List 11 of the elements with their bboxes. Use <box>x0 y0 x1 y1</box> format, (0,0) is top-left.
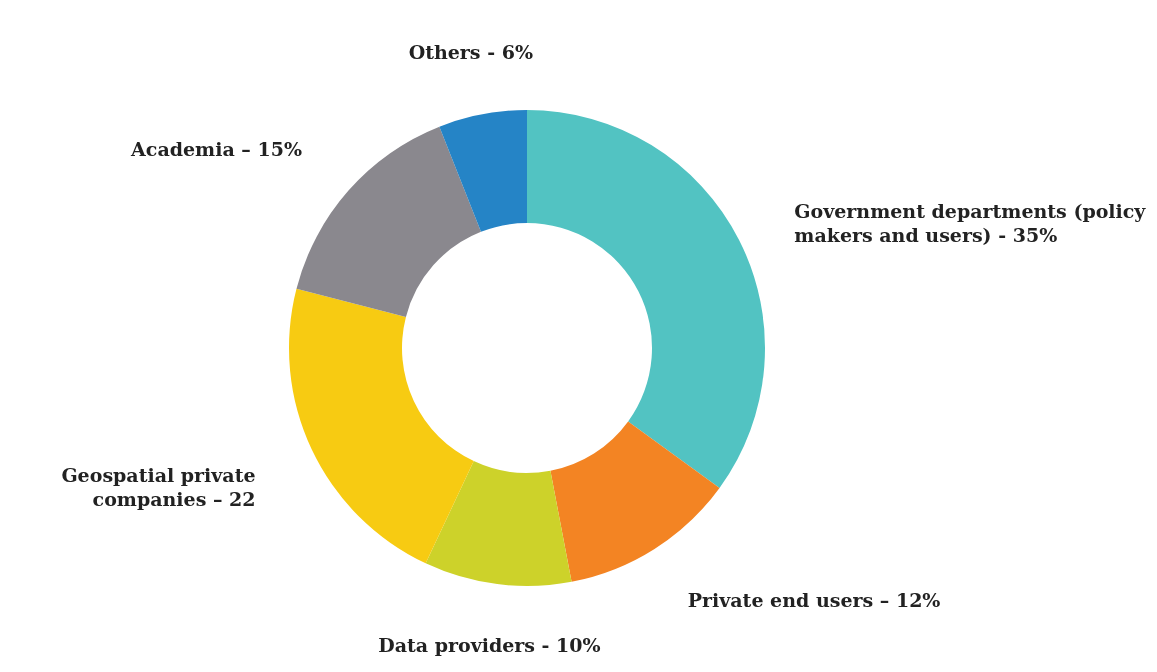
slice-label: Data providers - 10% <box>378 633 601 656</box>
slice-label: Others - 6% <box>408 41 533 64</box>
slice-label: Private end users – 12% <box>687 589 941 612</box>
donut-slice <box>527 110 765 488</box>
donut-slice <box>289 288 474 564</box>
donut-slice <box>425 461 572 586</box>
donut-slice <box>439 110 527 232</box>
slice-label: Academia – 15% <box>130 137 302 160</box>
donut-slice <box>550 421 720 582</box>
slice-label: Geospatial private companies – 22 <box>61 463 256 510</box>
slice-label: Government departments (policy makers and users) - 35% <box>794 199 1147 246</box>
